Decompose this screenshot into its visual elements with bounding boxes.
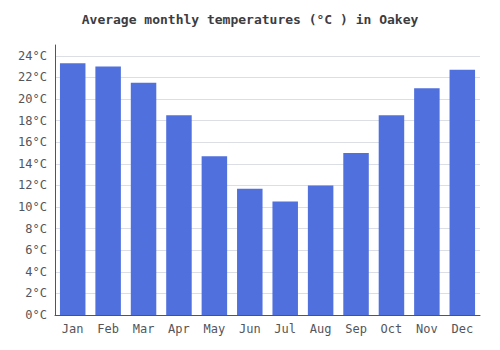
svg-text:0°C: 0°C [25, 308, 47, 322]
svg-text:24°C: 24°C [18, 49, 47, 63]
svg-text:Oct: Oct [381, 322, 403, 336]
svg-text:Nov: Nov [416, 322, 438, 336]
svg-text:2°C: 2°C [25, 286, 47, 300]
svg-text:Jul: Jul [274, 322, 296, 336]
svg-text:May: May [204, 322, 226, 336]
svg-text:Jan: Jan [62, 322, 84, 336]
svg-text:4°C: 4°C [25, 265, 47, 279]
svg-text:Dec: Dec [451, 322, 473, 336]
svg-text:Average monthly temperatures (: Average monthly temperatures (°C ) in Oa… [82, 12, 419, 27]
svg-text:10°C: 10°C [18, 200, 47, 214]
svg-text:Sep: Sep [345, 322, 367, 336]
svg-text:14°C: 14°C [18, 157, 47, 171]
svg-text:22°C: 22°C [18, 70, 47, 84]
svg-text:12°C: 12°C [18, 178, 47, 192]
svg-text:18°C: 18°C [18, 114, 47, 128]
svg-text:Aug: Aug [310, 322, 332, 336]
svg-text:Jun: Jun [239, 322, 261, 336]
svg-text:6°C: 6°C [25, 243, 47, 257]
svg-text:Apr: Apr [168, 322, 190, 336]
svg-text:20°C: 20°C [18, 92, 47, 106]
svg-text:Feb: Feb [97, 322, 119, 336]
svg-text:Mar: Mar [133, 322, 155, 336]
svg-text:8°C: 8°C [25, 222, 47, 236]
svg-text:16°C: 16°C [18, 135, 47, 149]
